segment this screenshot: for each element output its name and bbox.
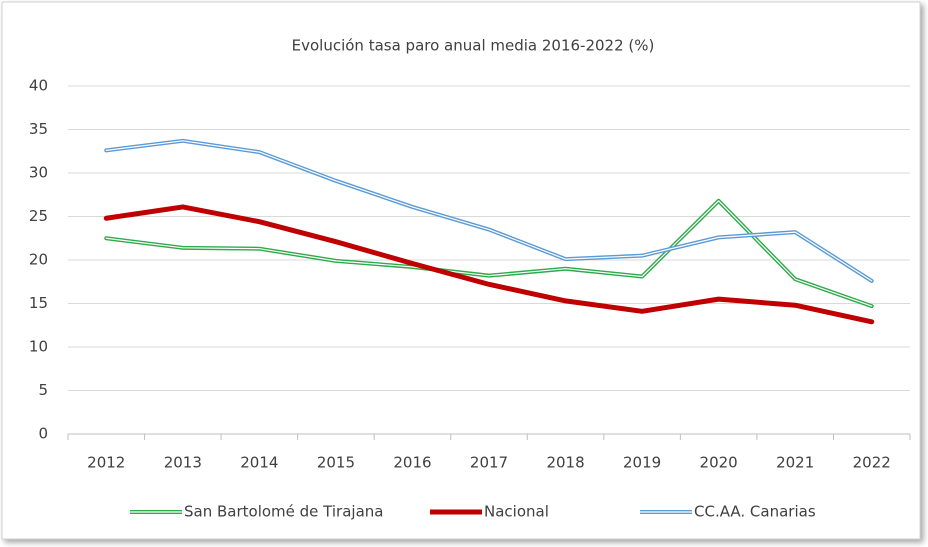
y-tick-label: 15 — [29, 294, 48, 312]
x-tick-label: 2014 — [240, 454, 278, 472]
series-line-inner — [105, 140, 873, 282]
y-tick-label: 40 — [29, 77, 48, 95]
y-tick-label: 25 — [29, 207, 48, 225]
x-tick-label: 2021 — [776, 454, 814, 472]
chart-title: Evolución tasa paro anual media 2016-202… — [292, 37, 655, 55]
legend-label: CC.AA. Canarias — [694, 503, 816, 521]
x-tick-label: 2015 — [317, 454, 355, 472]
x-tick-label: 2013 — [164, 454, 202, 472]
legend-label: San Bartolomé de Tirajana — [184, 503, 383, 521]
x-tick-label: 2022 — [853, 454, 891, 472]
y-tick-label: 0 — [38, 425, 48, 443]
y-tick-label: 35 — [29, 120, 48, 138]
series-line — [103, 204, 875, 325]
y-tick-label: 30 — [29, 164, 48, 182]
y-tick-label: 10 — [29, 338, 48, 356]
legend-label: Nacional — [484, 503, 549, 521]
x-tick-label: 2019 — [623, 454, 661, 472]
x-tick-label: 2016 — [393, 454, 431, 472]
x-tick-label: 2020 — [700, 454, 738, 472]
series-line-inner — [105, 200, 873, 307]
x-tick-label: 2012 — [87, 454, 125, 472]
x-tick-label: 2018 — [546, 454, 584, 472]
y-tick-label: 5 — [38, 381, 48, 399]
x-tick-label: 2017 — [470, 454, 508, 472]
y-tick-label: 20 — [29, 251, 48, 269]
